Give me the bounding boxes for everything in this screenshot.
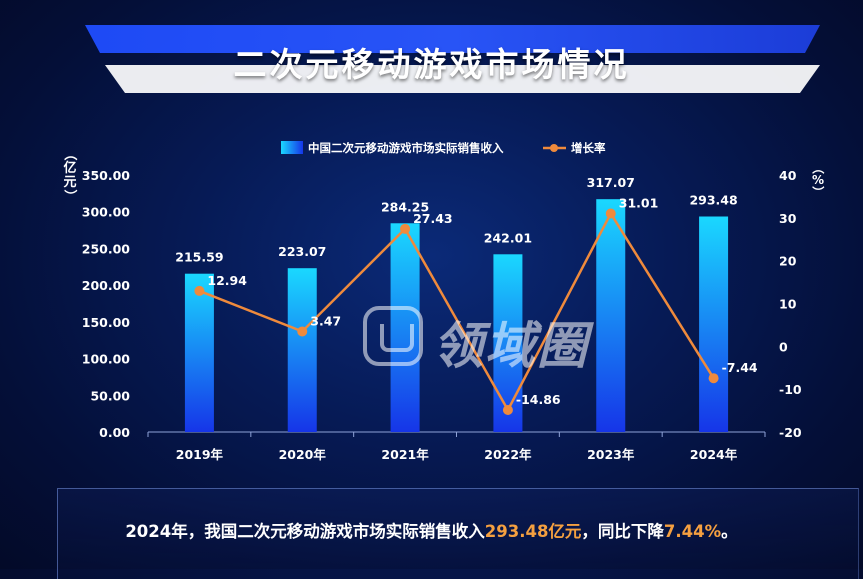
left-tick-label: 50.00 bbox=[90, 388, 130, 403]
title-banner-shape bbox=[85, 25, 820, 93]
growth-value-label: -7.44 bbox=[722, 360, 758, 375]
bar bbox=[596, 199, 626, 432]
left-tick-label: 0.00 bbox=[99, 425, 130, 440]
growth-point bbox=[708, 373, 719, 384]
growth-point bbox=[400, 223, 411, 234]
watermark-logo: 领域圈 bbox=[363, 302, 623, 375]
left-tick-label: 150.00 bbox=[82, 315, 131, 330]
right-tick-label: 0 bbox=[779, 339, 788, 354]
watermark-text: 领域圈 bbox=[433, 317, 589, 375]
right-tick-label: 10 bbox=[779, 297, 797, 312]
bar bbox=[287, 268, 317, 432]
left-axis-label-char: ） bbox=[62, 189, 78, 202]
right-tick-label: -10 bbox=[779, 382, 802, 397]
growth-value-label: -14.86 bbox=[516, 392, 561, 407]
x-tick-label: 2022年 bbox=[484, 447, 532, 462]
growth-value-label: 3.47 bbox=[310, 313, 341, 328]
left-tick-label: 100.00 bbox=[82, 352, 131, 367]
legend-swatch-bar bbox=[281, 141, 303, 154]
right-tick-label: 20 bbox=[779, 254, 797, 269]
growth-point bbox=[605, 208, 616, 219]
bar-value-label: 223.07 bbox=[278, 244, 326, 259]
growth-point bbox=[194, 285, 205, 296]
left-axis-label-char: 元 bbox=[63, 175, 76, 190]
watermark-icon bbox=[363, 306, 423, 366]
bar bbox=[390, 223, 420, 432]
growth-value-label: 12.94 bbox=[207, 273, 247, 288]
page-title: 二次元移动游戏市场情况 bbox=[233, 45, 630, 84]
growth-point bbox=[297, 326, 308, 337]
left-axis-label-char: （ bbox=[62, 147, 78, 160]
bar-value-label: 293.48 bbox=[689, 193, 737, 208]
legend-swatch-point bbox=[550, 144, 558, 152]
left-axis-label-char: 亿 bbox=[63, 160, 76, 176]
x-tick-label: 2021年 bbox=[381, 447, 429, 462]
growth-value-label: 31.01 bbox=[619, 196, 659, 211]
growth-line bbox=[198, 210, 715, 413]
bar-value-label: 242.01 bbox=[484, 230, 532, 245]
x-tick-label: 2024年 bbox=[690, 447, 738, 462]
bar bbox=[493, 254, 523, 432]
right-axis-label-char: % bbox=[812, 173, 824, 187]
left-axis-label: （亿元） bbox=[62, 147, 78, 202]
legend-label-line: 增长率 bbox=[571, 141, 606, 155]
summary-suffix: 。 bbox=[721, 522, 738, 541]
bar-value-label: 284.25 bbox=[381, 199, 429, 214]
right-axis-label-char: （ bbox=[811, 162, 826, 174]
left-tick-label: 300.00 bbox=[82, 205, 131, 220]
summary-revenue: 293.48亿元 bbox=[484, 522, 582, 541]
bar-value-label: 215.59 bbox=[175, 250, 223, 265]
x-tick-label: 2019年 bbox=[176, 447, 224, 462]
bar-value-label: 317.07 bbox=[587, 175, 635, 190]
left-tick-label: 200.00 bbox=[82, 278, 131, 293]
summary-text: 2024年，我国二次元移动游戏市场实际销售收入293.48亿元，同比下降7.44… bbox=[0, 518, 863, 542]
right-tick-label: 40 bbox=[779, 168, 797, 183]
right-tick-label: 30 bbox=[779, 211, 797, 226]
title-banner bbox=[85, 25, 820, 93]
legend-label-bar: 中国二次元移动游戏市场实际销售收入 bbox=[308, 141, 504, 155]
x-tick-label: 2023年 bbox=[587, 447, 635, 462]
right-tick-label: -20 bbox=[779, 425, 802, 440]
summary-prefix: 2024年，我国二次元移动游戏市场实际销售收入 bbox=[125, 522, 485, 541]
left-tick-label: 250.00 bbox=[82, 241, 131, 256]
growth-point bbox=[502, 404, 513, 415]
right-axis-label: （%） bbox=[811, 162, 826, 198]
growth-value-label: 27.43 bbox=[413, 211, 453, 226]
summary-middle: ，同比下降 bbox=[581, 522, 664, 541]
right-axis-label-char: ） bbox=[811, 186, 826, 198]
summary-decline: 7.44% bbox=[663, 522, 722, 541]
summary-box bbox=[57, 488, 859, 579]
bar bbox=[699, 216, 729, 432]
bar bbox=[184, 273, 214, 432]
left-tick-label: 350.00 bbox=[82, 168, 131, 183]
combo-chart: 2019年 2020年 2021年 2022年 2023年 2024年 0.00 50.00 1… bbox=[62, 141, 826, 462]
x-tick-label: 2020年 bbox=[279, 447, 327, 462]
